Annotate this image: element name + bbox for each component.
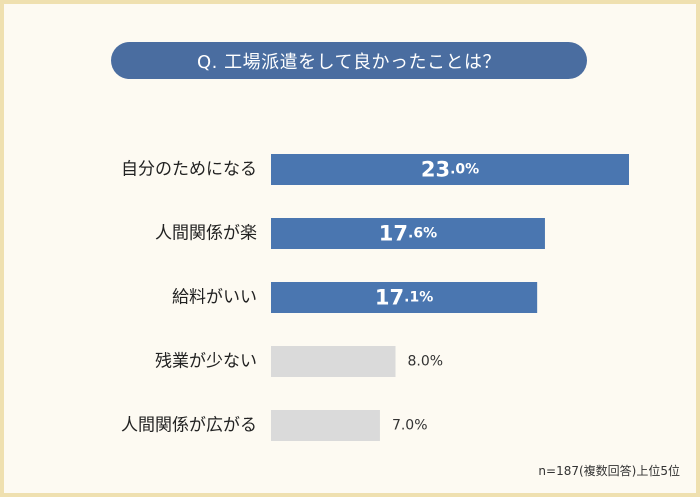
category-label: 残業が少ない [155, 352, 257, 372]
value-label: 8.0% [408, 354, 444, 370]
value-label: 23.0% [421, 158, 479, 182]
bar [271, 346, 396, 377]
category-label: 自分のためになる [121, 160, 257, 180]
value-label: 17.1% [375, 286, 433, 310]
sample-note: n=187(複数回答)上位5位 [538, 464, 680, 478]
bar [271, 154, 629, 185]
category-label: 人間関係が広がる [121, 416, 257, 436]
chart-title: Q. 工場派遣をして良かったことは？ [111, 42, 587, 79]
bar [271, 218, 545, 249]
value-label: 7.0% [392, 418, 428, 434]
category-label: 給料がいい [172, 288, 257, 308]
bar [271, 282, 538, 313]
value-label: 17.6% [379, 222, 437, 246]
bar [271, 410, 380, 441]
category-label: 人間関係が楽 [155, 224, 257, 244]
